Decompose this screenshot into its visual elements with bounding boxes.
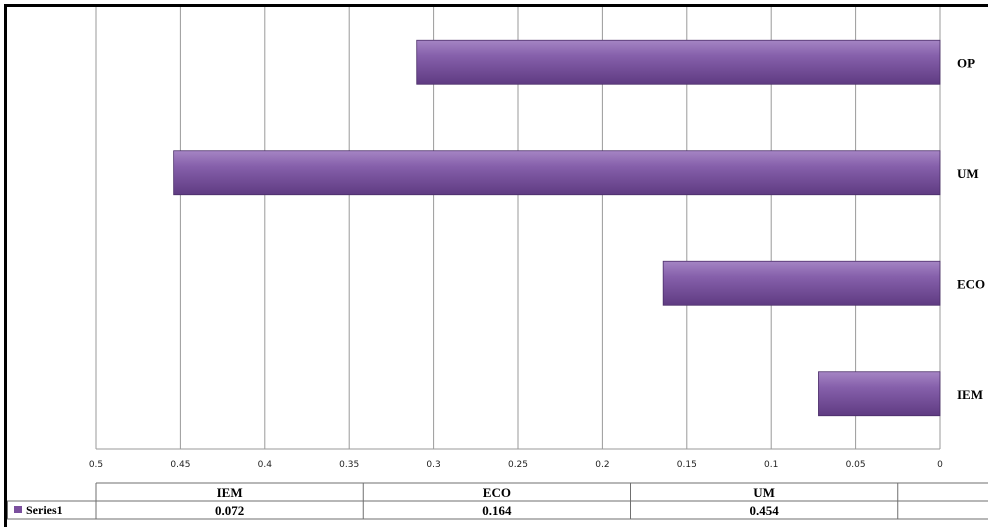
x-tick-label: 0.45: [170, 460, 190, 470]
category-label: ECO: [957, 276, 985, 291]
legend-series-label: Series1: [26, 503, 63, 517]
x-tick-label: 0.05: [846, 460, 866, 470]
x-tick-label: 0.1: [764, 460, 778, 470]
bar-iem: [818, 371, 941, 417]
x-tick-label: 0.4: [258, 460, 273, 470]
table-header-cell: ECO: [483, 485, 511, 500]
x-tick-label: 0.2: [595, 460, 609, 470]
table-header-cell: IEM: [217, 485, 243, 500]
x-tick-label: 0.5: [89, 460, 103, 470]
category-label: UM: [957, 166, 979, 181]
x-tick-label: 0.3: [426, 460, 440, 470]
bar-op: [416, 39, 941, 85]
table-header-cell: UM: [753, 485, 775, 500]
x-tick-label: 0.35: [339, 460, 359, 470]
bar-chart: 0.5 0.45 0.4 0.35 0.3 0.25 0.2 0.15 0.1 0.05 0 IEM E…: [7, 7, 988, 520]
chart-frame: 0.5 0.45 0.4 0.35 0.3 0.25 0.2 0.15 0.1 0.05 0 IEM E…: [4, 4, 988, 527]
category-label: IEM: [957, 387, 983, 402]
x-tick-label: 0: [937, 460, 943, 470]
table-value-cell: 0.164: [482, 503, 512, 518]
table-value-cell: 0.072: [215, 503, 244, 518]
category-label: OP: [957, 55, 975, 70]
bar-um: [173, 150, 941, 196]
x-tick-label: 0.25: [508, 460, 528, 470]
bar-eco: [662, 260, 941, 306]
x-tick-label: 0.15: [677, 460, 697, 470]
legend-key: [14, 506, 22, 513]
table-value-cell: 0.454: [750, 503, 780, 518]
